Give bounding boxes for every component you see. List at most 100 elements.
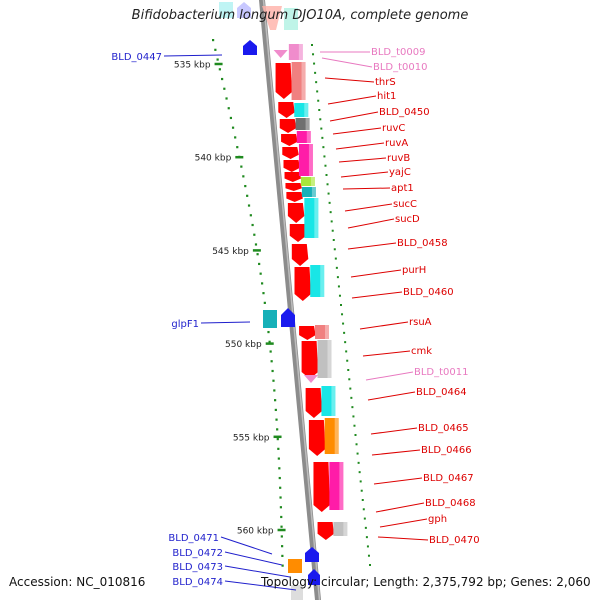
ruler-ticks <box>212 39 371 567</box>
ruler-dot <box>343 331 346 334</box>
gene-label-right: BLD_t0010 <box>373 62 428 73</box>
gene-box-shade <box>305 118 310 130</box>
leader-line <box>365 371 414 381</box>
gene-box-shade <box>327 340 332 378</box>
ruler-dot <box>281 564 284 567</box>
ruler-dot <box>227 107 230 110</box>
gene-function-box <box>219 2 233 18</box>
ruler-dot <box>347 369 350 371</box>
gene-label-left: BLD_0473 <box>172 562 223 573</box>
leader-line <box>332 127 382 135</box>
ruler-dot <box>363 517 366 520</box>
ruler-dot <box>216 58 219 61</box>
leader-line <box>347 218 395 229</box>
reverse-gene-arrow <box>243 40 257 55</box>
ruler-dot <box>361 499 364 501</box>
trna-marker <box>304 375 318 383</box>
gene-label-right: hit1 <box>377 91 396 102</box>
gene-label-right: ruvB <box>387 153 410 164</box>
ruler-dot <box>313 62 316 65</box>
forward-gene-arrow <box>313 462 330 512</box>
ruler-dot <box>221 77 224 81</box>
ruler-dot <box>231 126 235 129</box>
ruler-dot <box>323 155 326 158</box>
leader-line <box>220 536 273 555</box>
reverse-gene-arrow <box>305 547 319 562</box>
reverse-gene-arrow <box>237 2 251 18</box>
leader-line <box>351 291 403 299</box>
leader-line <box>344 203 393 212</box>
gene-label-right: BLD_0467 <box>423 473 474 484</box>
forward-gene-arrow <box>283 160 300 172</box>
ruler-dot <box>275 418 278 421</box>
forward-gene-arrow <box>287 203 305 223</box>
accession-text: Accession: NC_010816 <box>9 575 146 589</box>
ruler-dot <box>229 116 233 120</box>
leader-line <box>371 449 421 456</box>
ruler-label: 535 kbp <box>174 61 211 71</box>
ruler-dot <box>342 322 345 325</box>
ruler-dot <box>258 262 261 266</box>
page-title: Bifidobacterium longum DJO10A, complete … <box>131 8 469 23</box>
ruler-dot <box>274 399 277 402</box>
gene-function-box <box>263 310 277 328</box>
gene-box-shade <box>314 198 319 238</box>
gene-label-right: thrS <box>375 77 396 88</box>
ruler-dot <box>262 292 265 295</box>
leader-line <box>350 269 402 278</box>
leader-line <box>329 111 379 122</box>
ruler-dot <box>240 165 243 168</box>
gene-label-right: cmk <box>411 346 432 357</box>
ruler-dot <box>355 443 358 446</box>
leader-line <box>370 427 418 435</box>
ruler-label: 550 kbp <box>225 340 262 350</box>
forward-gene-arrow <box>285 183 302 191</box>
trna-marker <box>273 50 288 58</box>
gene-label-right: sucD <box>395 214 420 225</box>
forward-gene-arrow <box>308 420 326 456</box>
gene-label-right: sucC <box>393 199 417 210</box>
ruler-dot <box>364 526 367 529</box>
gene-label-right: BLD_0460 <box>403 287 454 298</box>
gene-box-shade <box>304 103 309 117</box>
ruler-dot <box>367 554 370 557</box>
ruler-dot <box>352 415 355 418</box>
leader-line <box>373 477 423 485</box>
ruler-dot <box>272 379 275 382</box>
leader-line <box>362 350 411 357</box>
gene-label-left: BLD_0447 <box>111 52 162 63</box>
leader-line <box>224 580 297 591</box>
gene-function-box <box>301 187 316 197</box>
ruler-dot <box>280 525 283 528</box>
forward-gene-arrow <box>301 341 319 379</box>
gene-label-right: apt1 <box>391 183 414 194</box>
ruler-dot <box>281 545 284 548</box>
ruler-dot <box>340 304 342 306</box>
gene-box-shade <box>310 177 315 186</box>
gene-function-box <box>296 131 311 143</box>
forward-gene-arrow <box>278 102 295 118</box>
gene-label-left: BLD_0471 <box>168 533 219 544</box>
gene-function-box <box>298 144 313 176</box>
gene-function-box <box>284 8 298 30</box>
ruler-dot <box>223 87 226 90</box>
gene-function-box <box>295 118 310 130</box>
ruler-dot <box>321 136 324 139</box>
backbone-line <box>258 0 322 600</box>
gene-features <box>219 2 348 600</box>
leader-line <box>367 391 416 401</box>
leader-line <box>224 551 283 566</box>
ruler-dot <box>356 452 359 455</box>
gene-label-right: BLD_0468 <box>425 498 476 509</box>
ruler-dot <box>337 285 340 288</box>
ruler-dot <box>369 564 371 566</box>
leader-line <box>335 142 385 150</box>
ruler-dot <box>357 461 360 464</box>
gene-label-right: rsuA <box>409 317 432 328</box>
forward-gene-arrow <box>282 147 299 159</box>
forward-gene-arrow <box>275 63 293 99</box>
gene-label-right: ruvC <box>382 123 405 134</box>
gene-function-box <box>310 265 325 297</box>
gene-label-right: gph <box>428 514 447 525</box>
